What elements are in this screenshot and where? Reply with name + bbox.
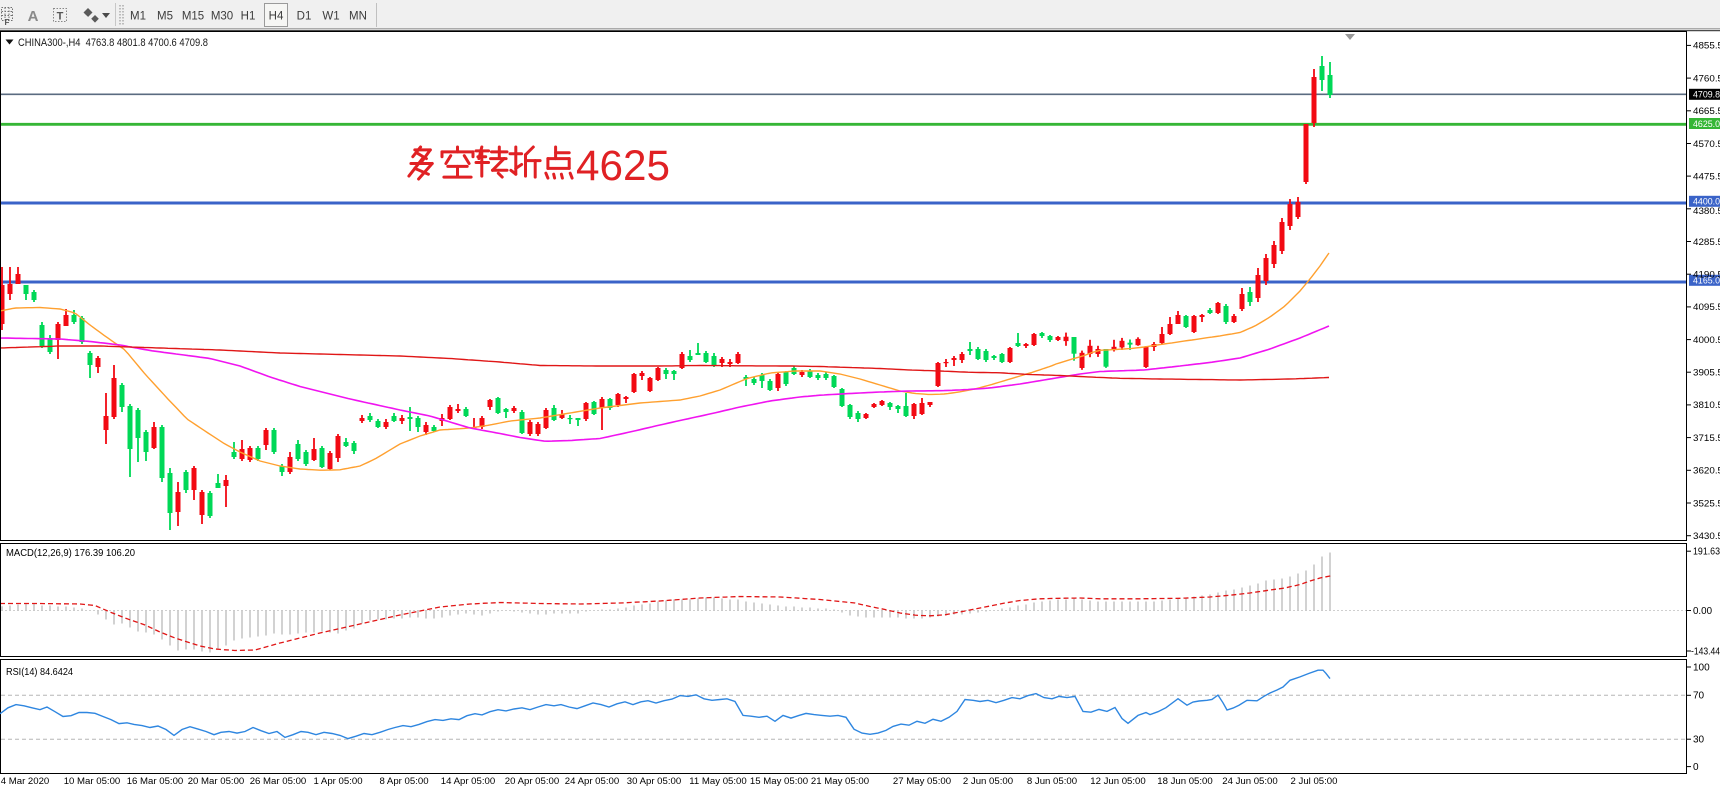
svg-text:3430.5: 3430.5 xyxy=(1693,531,1720,542)
svg-text:18 Jun 05:00: 18 Jun 05:00 xyxy=(1157,776,1212,787)
svg-text:2 Jun 05:00: 2 Jun 05:00 xyxy=(963,776,1013,787)
svg-text:27 May 05:00: 27 May 05:00 xyxy=(893,776,951,787)
svg-text:8 Apr 05:00: 8 Apr 05:00 xyxy=(379,776,428,787)
svg-text:24 Jun 05:00: 24 Jun 05:00 xyxy=(1222,776,1277,787)
svg-text:15 May 05:00: 15 May 05:00 xyxy=(750,776,808,787)
svg-text:M30: M30 xyxy=(211,11,233,23)
svg-text:4625.0: 4625.0 xyxy=(1693,119,1720,130)
svg-text:16 Mar 05:00: 16 Mar 05:00 xyxy=(127,776,184,787)
svg-text:RSI(14) 84.6424: RSI(14) 84.6424 xyxy=(6,666,73,678)
svg-text:4 Mar 2020: 4 Mar 2020 xyxy=(1,776,50,787)
svg-text:0.00: 0.00 xyxy=(1693,606,1712,617)
svg-text:M1: M1 xyxy=(130,11,146,23)
svg-text:100: 100 xyxy=(1693,662,1710,673)
svg-text:3525.5: 3525.5 xyxy=(1693,498,1720,509)
svg-text:H4: H4 xyxy=(269,11,284,23)
svg-text:CHINA300-,H4 4763.8 4801.8 47: CHINA300-,H4 4763.8 4801.8 4700.6 4709.8 xyxy=(18,37,208,49)
svg-text:D1: D1 xyxy=(297,11,312,23)
svg-text:8 Jun 05:00: 8 Jun 05:00 xyxy=(1027,776,1077,787)
svg-text:191.63: 191.63 xyxy=(1693,547,1720,558)
svg-text:H1: H1 xyxy=(241,11,256,23)
svg-text:4190.5: 4190.5 xyxy=(1693,270,1720,281)
svg-text:MACD(12,26,9) 176.39 106.20: MACD(12,26,9) 176.39 106.20 xyxy=(6,547,135,559)
svg-text:4400.0: 4400.0 xyxy=(1693,197,1720,208)
svg-text:20 Mar 05:00: 20 Mar 05:00 xyxy=(188,776,245,787)
svg-text:3715.5: 3715.5 xyxy=(1693,433,1720,444)
svg-text:11 May 05:00: 11 May 05:00 xyxy=(689,776,746,787)
svg-text:30: 30 xyxy=(1693,735,1705,746)
svg-text:4380.5: 4380.5 xyxy=(1693,206,1720,217)
svg-text:4760.5: 4760.5 xyxy=(1693,73,1720,84)
svg-text:F: F xyxy=(5,18,10,27)
svg-text:30 Apr 05:00: 30 Apr 05:00 xyxy=(627,776,681,787)
svg-text:70: 70 xyxy=(1693,691,1705,702)
svg-text:4855.5: 4855.5 xyxy=(1693,41,1720,52)
svg-text:20 Apr 05:00: 20 Apr 05:00 xyxy=(505,776,559,787)
svg-text:-143.44: -143.44 xyxy=(1691,646,1720,657)
svg-text:A: A xyxy=(28,8,39,25)
svg-text:M15: M15 xyxy=(182,11,204,23)
svg-text:10 Mar 05:00: 10 Mar 05:00 xyxy=(64,776,121,787)
svg-text:4165.0: 4165.0 xyxy=(1693,276,1720,287)
svg-text:3905.5: 3905.5 xyxy=(1693,368,1720,379)
svg-text:MN: MN xyxy=(349,11,367,23)
svg-text:4095.5: 4095.5 xyxy=(1693,302,1720,313)
svg-text:4625: 4625 xyxy=(576,142,670,190)
svg-text:W1: W1 xyxy=(322,11,339,23)
svg-text:12 Jun 05:00: 12 Jun 05:00 xyxy=(1090,776,1145,787)
svg-text:1 Apr 05:00: 1 Apr 05:00 xyxy=(313,776,362,787)
svg-text:4570.5: 4570.5 xyxy=(1693,139,1720,150)
svg-text:4665.5: 4665.5 xyxy=(1693,106,1720,117)
svg-text:T: T xyxy=(57,11,64,23)
svg-text:M5: M5 xyxy=(157,11,173,23)
svg-text:3810.5: 3810.5 xyxy=(1693,400,1720,411)
svg-text:4475.5: 4475.5 xyxy=(1693,171,1720,182)
svg-text:26 Mar 05:00: 26 Mar 05:00 xyxy=(250,776,307,787)
svg-text:21 May 05:00: 21 May 05:00 xyxy=(811,776,869,787)
svg-text:2 Jul 05:00: 2 Jul 05:00 xyxy=(1291,776,1338,787)
svg-text:3620.5: 3620.5 xyxy=(1693,466,1720,477)
svg-text:0: 0 xyxy=(1693,762,1699,773)
svg-text:24 Apr 05:00: 24 Apr 05:00 xyxy=(565,776,619,787)
svg-text:4000.5: 4000.5 xyxy=(1693,335,1720,346)
svg-text:14 Apr 05:00: 14 Apr 05:00 xyxy=(441,776,495,787)
svg-text:4709.8: 4709.8 xyxy=(1693,90,1720,101)
svg-text:4285.5: 4285.5 xyxy=(1693,237,1720,248)
